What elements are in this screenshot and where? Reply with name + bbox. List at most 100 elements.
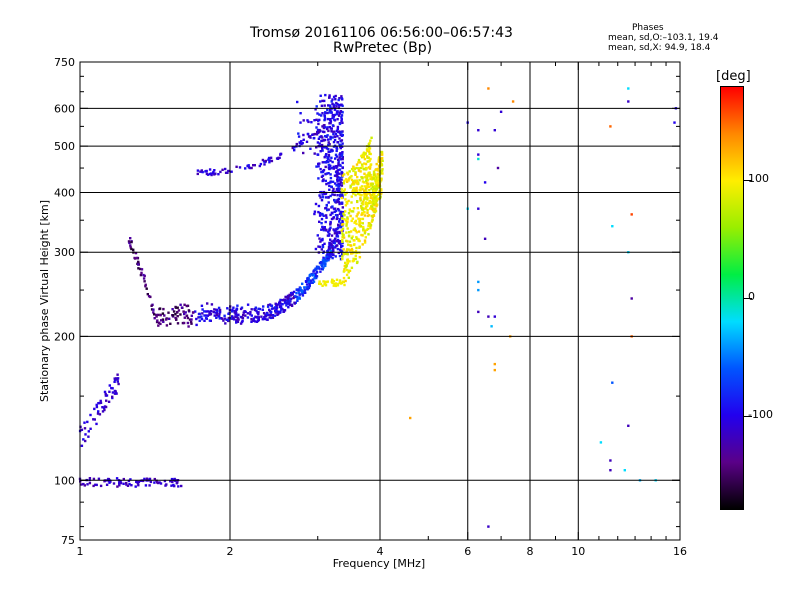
echo-point — [320, 170, 323, 174]
echo-point — [367, 202, 370, 205]
echo-point — [361, 165, 364, 168]
echo-point — [329, 118, 332, 121]
echo-point — [377, 177, 380, 180]
echo-point — [321, 225, 324, 229]
echo-point — [183, 303, 186, 306]
echo-point — [143, 274, 146, 278]
echo-point — [355, 237, 359, 240]
echo-point — [88, 477, 92, 480]
echo-point — [343, 218, 346, 221]
echo-point — [369, 163, 373, 166]
echo-point — [380, 150, 383, 154]
echo-point — [328, 242, 331, 245]
echo-point — [611, 381, 614, 384]
echo-point — [279, 302, 283, 305]
echo-point — [231, 308, 234, 311]
echo-point — [351, 252, 354, 255]
echo-point — [281, 303, 284, 306]
echo-point — [355, 166, 358, 170]
echo-point — [337, 176, 340, 179]
echo-point — [126, 484, 130, 487]
echo-point — [325, 153, 328, 156]
echo-point — [320, 248, 323, 251]
echo-point — [335, 240, 338, 243]
echo-point — [328, 257, 331, 260]
echo-point — [333, 103, 336, 106]
echo-point — [333, 135, 336, 138]
echo-point — [101, 410, 105, 413]
echo-point — [333, 210, 337, 213]
echo-point — [341, 255, 344, 258]
echo-point — [337, 200, 340, 204]
echo-point — [215, 313, 218, 317]
echo-point — [337, 130, 341, 133]
echo-point — [164, 484, 167, 487]
echo-point — [303, 286, 306, 289]
echo-point — [366, 198, 369, 201]
echo-point — [268, 161, 271, 164]
echo-point — [337, 168, 340, 172]
echo-point — [338, 177, 342, 180]
echo-point — [279, 152, 282, 156]
echo-point — [359, 225, 362, 228]
echo-point — [335, 146, 338, 150]
echo-point — [169, 480, 172, 483]
echo-point — [323, 114, 326, 118]
echo-point — [325, 159, 329, 163]
echo-point — [358, 179, 361, 182]
echo-point — [370, 177, 374, 180]
y-tick-label: 300 — [54, 246, 75, 259]
colorbar-tick-label: 0 — [748, 290, 755, 303]
echo-point — [372, 177, 375, 180]
echo-point — [376, 172, 380, 176]
echo-point — [294, 295, 297, 298]
echo-point — [330, 211, 334, 214]
echo-point — [277, 156, 280, 160]
echo-point — [301, 290, 304, 293]
echo-point — [200, 169, 203, 172]
echo-point — [302, 151, 305, 155]
echo-point — [349, 186, 352, 189]
echo-point — [150, 308, 154, 311]
echo-point — [496, 166, 500, 170]
echo-point — [328, 104, 332, 107]
echo-point — [368, 167, 372, 170]
echo-point — [311, 133, 314, 136]
echo-point — [344, 198, 347, 201]
echo-point — [368, 171, 371, 174]
echo-point — [380, 153, 384, 156]
echo-point — [365, 205, 368, 208]
echo-point — [330, 234, 334, 237]
echo-point — [142, 479, 145, 483]
echo-point — [327, 208, 330, 211]
echo-point — [345, 268, 349, 272]
echo-point — [267, 158, 270, 161]
echo-point — [298, 293, 301, 296]
echo-point — [312, 133, 315, 136]
echo-point — [352, 183, 356, 186]
echo-point — [364, 236, 367, 239]
echo-point — [338, 131, 341, 134]
echo-point — [345, 222, 348, 225]
echo-point — [312, 280, 316, 283]
echo-point — [333, 130, 336, 133]
echo-point — [269, 156, 273, 159]
echo-point — [170, 478, 174, 481]
echo-point — [362, 229, 365, 232]
echo-point — [340, 144, 343, 147]
phase-colorbar — [720, 86, 744, 510]
echo-point — [313, 212, 316, 216]
echo-point — [148, 478, 151, 481]
echo-point — [346, 173, 350, 176]
echo-point — [174, 313, 177, 316]
echo-point — [327, 160, 330, 163]
echo-point — [353, 239, 356, 242]
echo-point — [105, 483, 109, 486]
echo-point — [336, 127, 339, 131]
echo-point — [254, 306, 257, 309]
echo-point — [197, 316, 200, 319]
echo-point — [329, 159, 332, 162]
echo-point — [344, 279, 347, 283]
echo-point — [324, 214, 328, 217]
echo-point — [302, 138, 305, 141]
